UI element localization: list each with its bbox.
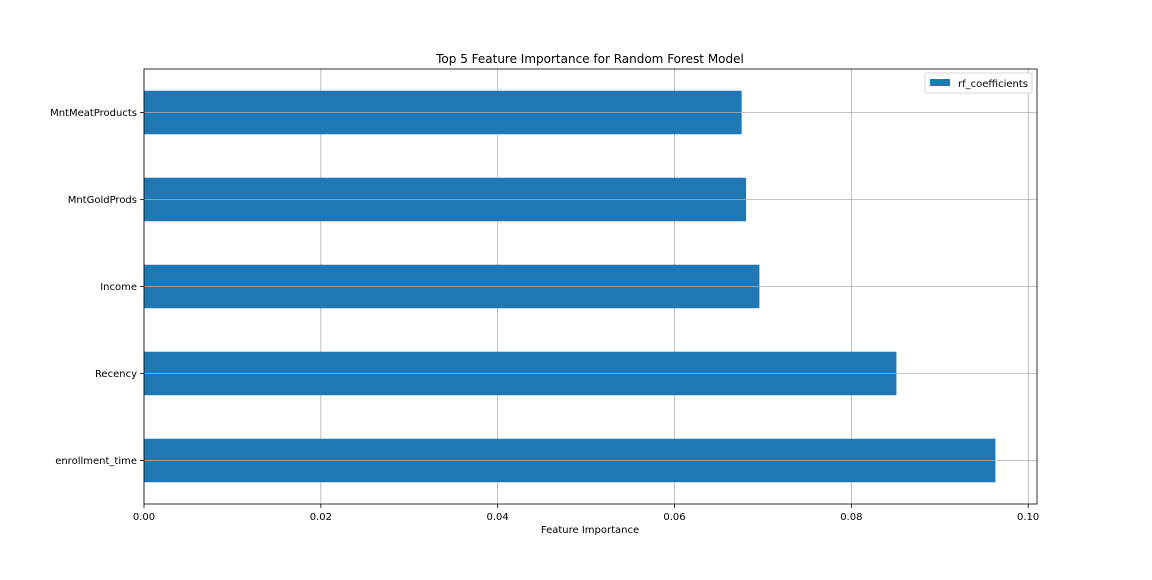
legend-swatch xyxy=(930,79,950,86)
y-tick-label: MntMeatProducts xyxy=(50,108,137,119)
x-tick-label: 0.06 xyxy=(663,512,685,523)
x-tick-label: 0.02 xyxy=(310,512,332,523)
y-tick-label: Recency xyxy=(95,369,137,380)
legend: rf_coefficients xyxy=(924,72,1033,94)
x-tick-label: 0.08 xyxy=(840,512,862,523)
x-tick-label: 0.04 xyxy=(487,512,509,523)
chart-title: Top 5 Feature Importance for Random Fore… xyxy=(435,52,744,66)
y-tick-label: MntGoldProds xyxy=(68,195,137,206)
legend-box xyxy=(924,72,1033,94)
tick-layer: 0.00 0.02 0.04 0.06 0.08 0.10 MntMeatProducts M… xyxy=(50,108,1039,523)
x-tick-label: 0.00 xyxy=(133,512,155,523)
x-tick-label: 0.10 xyxy=(1017,512,1039,523)
horizontal-grid-layer xyxy=(144,112,1037,461)
y-tick-label: enrollment_time xyxy=(55,456,137,467)
x-axis-label: Feature Importance xyxy=(541,525,639,536)
y-tick-label: Income xyxy=(100,282,137,293)
legend-label: rf_coefficients xyxy=(958,79,1028,90)
